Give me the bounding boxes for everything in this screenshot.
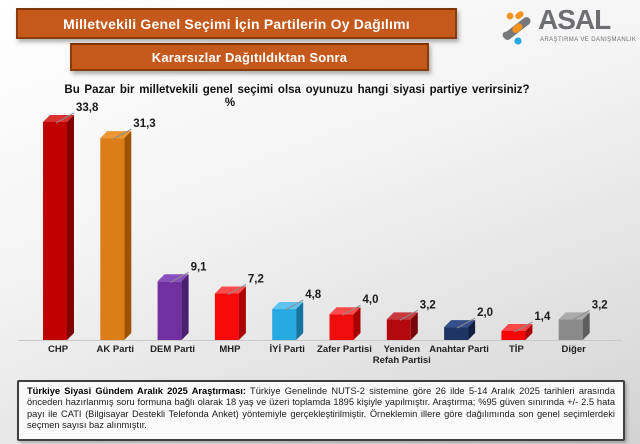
bar-group-mhp: 7,2 MHP [214, 274, 264, 355]
bar-front-di-er [558, 319, 583, 340]
category-label-ti-p: TİP [509, 344, 524, 355]
category-label-chp: CHP [48, 344, 69, 355]
page-title: Milletvekili Genel Seçimi İçin Partileri… [63, 15, 410, 32]
value-label-yeniden-refah-partisi: 3,2 [420, 299, 436, 311]
leader-line-dem-parti [170, 271, 189, 283]
bar-front-i-yi-parti [272, 309, 297, 340]
bar-side-mhp [238, 286, 246, 340]
leader-line-i-yi-parti [284, 299, 304, 311]
bar-group-di-er: 3,2 Diğer [558, 299, 608, 355]
bar-side-chp [67, 114, 74, 341]
value-label-ti-p: 1,4 [534, 311, 551, 323]
leader-line-anahtar-parti [456, 317, 476, 329]
value-label-chp: 33,8 [76, 102, 99, 114]
leader-line-di-er [571, 309, 590, 321]
percent-unit-label: % [224, 97, 236, 109]
methodology-note: Türkiye Siyasi Gündem Aralık 2025 Araştı… [17, 380, 625, 441]
category-label-i-yi-parti: İYİ Parti [270, 344, 305, 355]
bar-side-i-yi-parti [296, 302, 304, 340]
bar-front-mhp [214, 293, 239, 340]
bar-group-ti-p: 1,4 TİP [501, 311, 551, 355]
value-label-ak-parti: 31,3 [133, 118, 155, 130]
bar-side-dem-parti [181, 274, 189, 340]
methodology-note-lead: Türkiye Siyasi Gündem Aralık 2025 Araştı… [27, 386, 246, 396]
title-banner: Milletvekili Genel Seçimi İçin Partileri… [16, 8, 457, 39]
category-label-yeniden-refah-partisi: Refah Partisi [373, 355, 431, 366]
value-label-mhp: 7,2 [248, 274, 264, 286]
value-label-i-yi-parti: 4,8 [305, 289, 322, 301]
value-label-dem-parti: 9,1 [191, 261, 208, 273]
asal-logo: ASAL ARAŞTIRMA VE DANIŞMANLIK [500, 4, 637, 50]
bar-front-ti-p [501, 330, 526, 340]
bar-group-anahtar-parti: 2,0 Anahtar Parti [429, 307, 493, 355]
bar-group-ak-parti: 31,3 AK Parti [97, 118, 156, 355]
bar-side-ti-p [525, 323, 533, 340]
leader-line-chp [55, 112, 75, 124]
bar-side-ak-parti [124, 131, 132, 340]
bar-side-anahtar-parti [468, 320, 476, 340]
bar-chart-canvas: 33,8 CHP 31,3 AK Parti 9,1 DEM Parti 7,2 MHP 4,8… [18, 102, 622, 366]
bar-front-ak-parti [100, 138, 125, 340]
asal-logo-icon [502, 11, 531, 45]
leader-line-ti-p [514, 321, 533, 333]
bar-group-zafer-partisi: 4,0 Zafer Partisi [317, 294, 378, 355]
leader-line-ak-parti [113, 128, 132, 140]
category-label-ak-parti: AK Parti [97, 344, 134, 355]
leader-line-zafer-partisi [342, 304, 361, 316]
bar-front-chp [43, 121, 67, 341]
bar-front-anahtar-parti [444, 327, 469, 340]
value-label-anahtar-parti: 2,0 [477, 307, 493, 319]
bar-group-i-yi-parti: 4,8 İYİ Parti [270, 289, 322, 355]
leader-line-mhp [227, 284, 247, 295]
leader-line-yeniden-refah-partisi [399, 309, 419, 321]
bar-front-yeniden-refah-partisi [386, 319, 411, 340]
value-label-di-er: 3,2 [592, 299, 608, 311]
bar-front-zafer-partisi [329, 314, 354, 340]
bar-side-di-er [582, 312, 590, 340]
category-label-zafer-partisi: Zafer Partisi [317, 344, 372, 355]
bar-group-dem-parti: 9,1 DEM Parti [150, 261, 207, 355]
logo-wordmark: ASAL [538, 4, 611, 35]
bar-group-chp: 33,8 CHP [43, 102, 99, 355]
subtitle-banner: Kararsızlar Dağıtıldıktan Sonra [70, 43, 429, 71]
bar-side-zafer-partisi [353, 307, 361, 340]
bar-side-yeniden-refah-partisi [410, 312, 418, 340]
logo-tagline: ARAŞTIRMA VE DANIŞMANLIK [540, 37, 637, 43]
category-label-anahtar-parti: Anahtar Parti [429, 344, 489, 355]
bar-chart: 33,8 CHP 31,3 AK Parti 9,1 DEM Parti 7,2 MHP 4,8… [0, 96, 640, 380]
category-label-yeniden-refah-partisi: Yeniden [384, 344, 421, 355]
page-subtitle: Kararsızlar Dağıtıldıktan Sonra [151, 49, 348, 65]
survey-question: Bu Pazar bir milletvekili genel seçimi o… [64, 84, 530, 96]
bar-front-dem-parti [157, 281, 182, 340]
category-label-di-er: Diğer [562, 344, 587, 355]
category-label-dem-parti: DEM Parti [150, 344, 195, 355]
category-label-mhp: MHP [219, 344, 241, 355]
methodology-note-body: Türkiye Genelinde NUTS-2 sistemine göre … [27, 386, 616, 431]
value-label-zafer-partisi: 4,0 [363, 294, 379, 306]
